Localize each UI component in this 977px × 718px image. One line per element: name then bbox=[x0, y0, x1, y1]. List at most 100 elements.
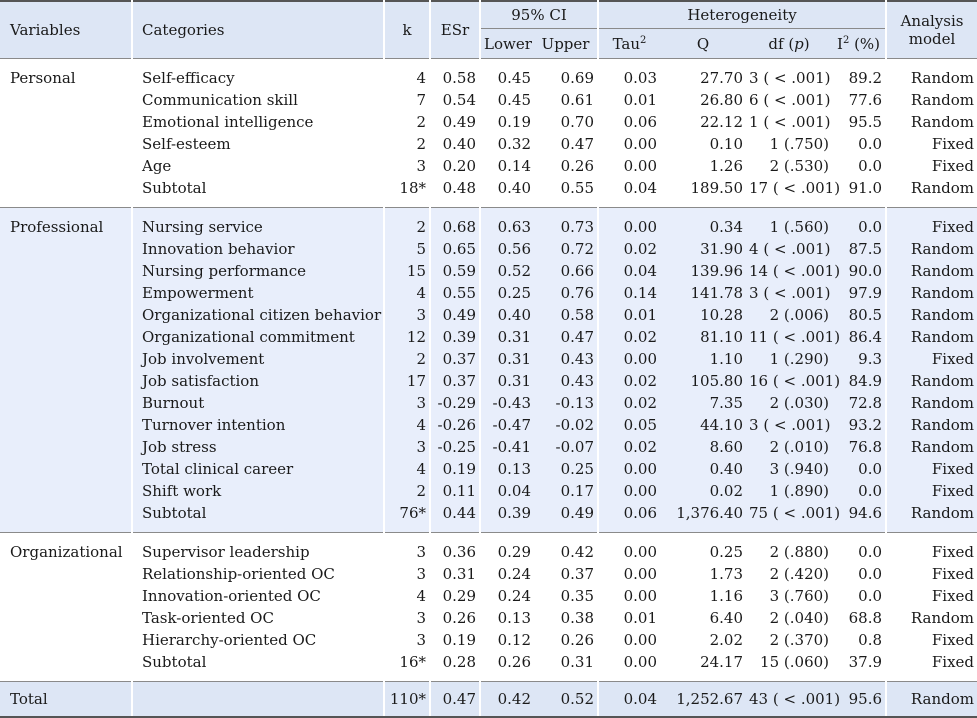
cell-variable bbox=[0, 629, 132, 651]
cell-category: Self-esteem bbox=[131, 133, 384, 155]
table-row: Job involvement 2 0.37 0.31 0.43 0.00 1.10 1 (.… bbox=[0, 348, 977, 370]
cell-variable bbox=[0, 133, 132, 155]
cell-df: 43 ( < .001) bbox=[746, 681, 840, 718]
cell-k: 16* bbox=[383, 651, 430, 682]
cell-lower: 0.26 bbox=[479, 651, 534, 682]
cell-variable bbox=[0, 370, 132, 392]
cell-df: 3 ( < .001) bbox=[746, 414, 833, 436]
cell-tau: 0.04 bbox=[597, 681, 661, 718]
cell-q: 1,376.40 bbox=[660, 502, 747, 533]
table-row: Organizational Supervisor leadership 3 0.36… bbox=[0, 532, 977, 563]
cell-upper: 0.42 bbox=[534, 532, 599, 563]
cell-model: Random bbox=[885, 370, 977, 392]
cell-df: 2 (.420) bbox=[746, 563, 833, 585]
cell-lower: 0.56 bbox=[479, 238, 534, 260]
cell-upper: 0.38 bbox=[534, 607, 599, 629]
cell-i2: 37.9 bbox=[832, 651, 887, 682]
header-esr: ESr bbox=[429, 1, 480, 59]
cell-category: Relationship-oriented OC bbox=[131, 563, 384, 585]
cell-df: 75 ( < .001) bbox=[746, 502, 840, 533]
header-upper: Upper bbox=[534, 28, 599, 59]
cell-variable bbox=[0, 155, 132, 177]
cell-lower: 0.40 bbox=[479, 177, 534, 208]
cell-esr: 0.65 bbox=[429, 238, 480, 260]
cell-k: 2 bbox=[383, 348, 430, 370]
table-row: Professional Nursing service 2 0.68 0.63 0.73… bbox=[0, 207, 977, 238]
cell-df: 3 (.940) bbox=[746, 458, 833, 480]
cell-tau: 0.01 bbox=[597, 89, 661, 111]
cell-lower: 0.32 bbox=[479, 133, 534, 155]
cell-model: Fixed bbox=[885, 585, 977, 607]
header-i2: I2 (%) bbox=[832, 28, 887, 59]
cell-model: Random bbox=[885, 436, 977, 458]
table-row: Organizational commitment 12 0.39 0.31 0.47 0… bbox=[0, 326, 977, 348]
header-lower: Lower bbox=[479, 28, 534, 59]
cell-category: Job stress bbox=[131, 436, 384, 458]
cell-lower: 0.45 bbox=[479, 58, 534, 89]
cell-k: 12 bbox=[383, 326, 430, 348]
cell-i2: 72.8 bbox=[832, 392, 887, 414]
cell-category: Organizational commitment bbox=[131, 326, 384, 348]
cell-esr: 0.49 bbox=[429, 111, 480, 133]
cell-tau: 0.00 bbox=[597, 585, 661, 607]
table-row: Job stress 3 -0.25 -0.41 -0.07 0.02 8.60 2 (.01… bbox=[0, 436, 977, 458]
cell-q: 1.16 bbox=[660, 585, 747, 607]
header-df-post: ) bbox=[803, 34, 810, 53]
header-tau2: Tau2 bbox=[597, 28, 661, 59]
cell-lower: 0.13 bbox=[479, 458, 534, 480]
header-model-line2: model bbox=[908, 30, 956, 48]
header-ci: 95% CI bbox=[478, 1, 599, 29]
table-row: Shift work 2 0.11 0.04 0.17 0.00 0.02 1 (.890) 0… bbox=[0, 480, 977, 502]
cell-df: 1 ( < .001) bbox=[746, 111, 833, 133]
cell-esr: -0.25 bbox=[429, 436, 480, 458]
table-row: Self-esteem 2 0.40 0.32 0.47 0.00 0.10 1 (.750)… bbox=[0, 133, 977, 155]
cell-df: 2 (.010) bbox=[746, 436, 833, 458]
cell-i2: 89.2 bbox=[832, 58, 887, 89]
cell-tau: 0.00 bbox=[597, 480, 661, 502]
cell-q: 31.90 bbox=[660, 238, 747, 260]
cell-lower: 0.40 bbox=[479, 304, 534, 326]
cell-category: Burnout bbox=[131, 392, 384, 414]
header-analysis-model: Analysis model bbox=[885, 1, 977, 59]
cell-model: Fixed bbox=[885, 651, 977, 682]
cell-upper: 0.76 bbox=[534, 282, 599, 304]
cell-i2: 95.5 bbox=[832, 111, 887, 133]
cell-lower: 0.31 bbox=[479, 348, 534, 370]
cell-lower: 0.45 bbox=[479, 89, 534, 111]
cell-category: Empowerment bbox=[131, 282, 384, 304]
cell-i2: 91.0 bbox=[832, 177, 887, 208]
cell-esr: 0.40 bbox=[429, 133, 480, 155]
header-df-p: df (p) bbox=[746, 28, 833, 59]
cell-category: Innovation behavior bbox=[131, 238, 384, 260]
cell-lower: 0.19 bbox=[479, 111, 534, 133]
cell-category: Total clinical career bbox=[131, 458, 384, 480]
cell-model: Fixed bbox=[885, 532, 977, 563]
cell-k: 3 bbox=[383, 563, 430, 585]
cell-df: 2 (.880) bbox=[746, 532, 833, 563]
cell-df: 11 ( < .001) bbox=[746, 326, 840, 348]
cell-upper: 0.52 bbox=[534, 681, 599, 718]
cell-k: 3 bbox=[383, 607, 430, 629]
cell-i2: 0.0 bbox=[832, 563, 887, 585]
cell-esr: 0.29 bbox=[429, 585, 480, 607]
cell-df: 1 (.290) bbox=[746, 348, 833, 370]
cell-variable bbox=[0, 260, 132, 282]
cell-variable bbox=[0, 414, 132, 436]
cell-q: 1.73 bbox=[660, 563, 747, 585]
cell-variable bbox=[0, 111, 132, 133]
cell-lower: -0.41 bbox=[479, 436, 534, 458]
cell-upper: 0.47 bbox=[534, 133, 599, 155]
header-variables: Variables bbox=[0, 1, 132, 59]
cell-i2: 0.0 bbox=[832, 532, 887, 563]
subtotal-row: Subtotal 16* 0.28 0.26 0.31 0.00 24.17 15 (.060… bbox=[0, 651, 977, 682]
cell-lower: 0.63 bbox=[479, 207, 534, 238]
cell-model: Fixed bbox=[885, 155, 977, 177]
cell-df: 6 ( < .001) bbox=[746, 89, 833, 111]
cell-category: Innovation-oriented OC bbox=[131, 585, 384, 607]
cell-model: Fixed bbox=[885, 629, 977, 651]
cell-upper: -0.13 bbox=[534, 392, 599, 414]
cell-variable bbox=[0, 458, 132, 480]
cell-k: 17 bbox=[383, 370, 430, 392]
cell-q: 8.60 bbox=[660, 436, 747, 458]
cell-q: 6.40 bbox=[660, 607, 747, 629]
